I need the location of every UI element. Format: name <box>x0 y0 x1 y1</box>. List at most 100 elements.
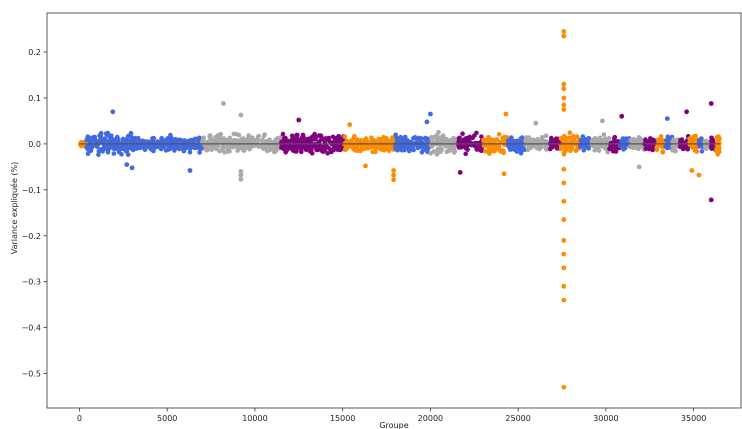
data-point <box>571 133 576 139</box>
data-point <box>273 148 279 154</box>
data-point <box>667 136 673 141</box>
data-point <box>322 147 328 152</box>
data-point <box>309 151 315 156</box>
data-point <box>436 129 441 135</box>
data-point <box>293 139 298 145</box>
data-point <box>111 151 117 156</box>
data-point <box>483 149 488 154</box>
outlier-point <box>238 169 244 174</box>
data-point <box>601 132 607 137</box>
data-point <box>344 139 350 145</box>
data-point <box>334 135 340 141</box>
data-point <box>600 138 605 143</box>
data-point <box>567 130 573 135</box>
data-point <box>500 135 506 141</box>
data-point <box>229 144 234 149</box>
outlier-point <box>600 118 605 124</box>
y-tick-label: 0.2 <box>28 48 41 57</box>
data-point <box>244 144 249 149</box>
data-point <box>110 137 116 142</box>
outlier-point <box>503 111 509 117</box>
data-point <box>704 145 710 150</box>
data-point <box>697 143 702 149</box>
x-axis-label: Groupe <box>379 421 408 429</box>
data-point <box>460 131 465 136</box>
data-point <box>487 146 493 151</box>
data-point <box>569 147 574 152</box>
data-point <box>519 137 525 142</box>
data-point <box>373 145 378 151</box>
data-point <box>515 138 520 144</box>
data-point <box>434 152 440 157</box>
data-point <box>493 147 499 152</box>
data-point <box>604 144 609 149</box>
data-point <box>338 144 344 150</box>
data-point <box>354 137 360 142</box>
data-point <box>96 152 101 157</box>
data-point <box>318 146 324 152</box>
data-point <box>562 149 567 155</box>
y-tick-label: −0.2 <box>22 232 41 241</box>
outlier-point <box>684 109 689 115</box>
data-point <box>96 148 102 154</box>
data-point <box>130 138 136 143</box>
data-point <box>467 134 473 140</box>
data-point <box>419 150 425 155</box>
data-point <box>596 137 601 142</box>
outlier-point <box>561 29 567 34</box>
y-tick-label: −0.1 <box>22 186 41 195</box>
data-point <box>125 133 131 139</box>
y-tick-label: −0.4 <box>22 324 41 333</box>
data-point <box>435 147 440 153</box>
data-point <box>567 135 572 141</box>
data-point <box>486 135 491 140</box>
data-point <box>235 148 240 153</box>
y-tick-label: −0.3 <box>22 278 41 287</box>
data-point <box>187 150 193 155</box>
data-point <box>259 137 265 143</box>
outlier-point <box>347 122 353 127</box>
data-point <box>451 150 457 155</box>
data-point <box>501 150 507 156</box>
data-point <box>105 150 111 155</box>
data-point <box>151 135 157 141</box>
outlier-point <box>561 217 567 223</box>
outlier-point <box>391 172 396 178</box>
data-point <box>197 135 202 141</box>
outlier-point <box>238 172 244 178</box>
outlier-point <box>696 172 702 178</box>
data-point <box>309 136 315 141</box>
data-point <box>241 136 246 141</box>
data-point <box>99 139 105 144</box>
data-point <box>428 151 434 156</box>
data-point <box>714 148 719 153</box>
data-point <box>543 133 549 138</box>
data-point <box>671 148 677 153</box>
x-tick-label: 20000 <box>418 414 443 423</box>
data-point <box>131 147 136 153</box>
data-point <box>415 145 421 151</box>
data-point <box>225 143 231 149</box>
outlier-point <box>561 297 567 303</box>
data-point <box>335 147 340 152</box>
data-point <box>401 146 407 151</box>
data-point <box>475 145 481 151</box>
data-point <box>204 146 210 152</box>
data-point <box>256 144 262 149</box>
data-point <box>581 148 587 153</box>
data-point <box>561 133 567 139</box>
data-point <box>451 146 457 151</box>
data-point <box>111 144 116 149</box>
data-point <box>384 144 390 149</box>
data-point <box>550 144 555 150</box>
data-point <box>309 147 314 153</box>
data-point <box>694 149 699 154</box>
data-point <box>560 137 565 143</box>
data-point <box>419 136 424 141</box>
data-point <box>263 146 268 152</box>
data-point <box>280 131 286 137</box>
data-point <box>367 143 372 149</box>
y-tick-label: 0.0 <box>28 140 41 149</box>
data-point <box>514 149 520 154</box>
data-point <box>267 145 272 150</box>
